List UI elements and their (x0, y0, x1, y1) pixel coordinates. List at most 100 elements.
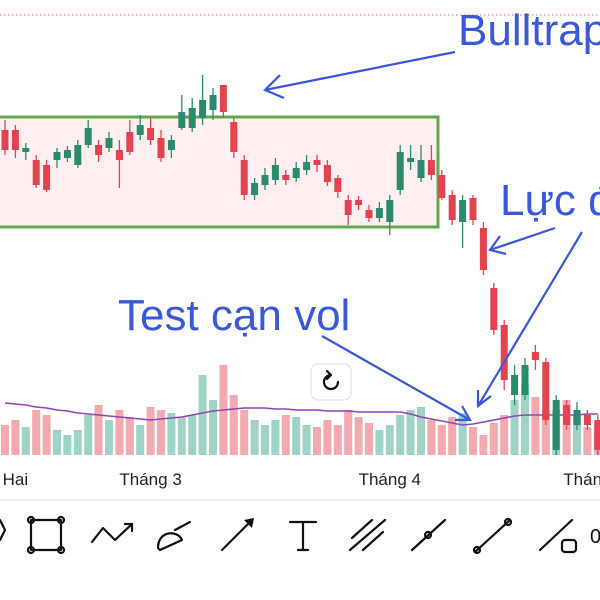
volume-bar (344, 410, 353, 455)
volume-bar (146, 407, 155, 455)
toolbar: 0 (0, 515, 600, 555)
candle-body (22, 148, 30, 152)
brush-tool[interactable] (156, 520, 192, 552)
volume-bar (73, 430, 82, 455)
x-tick-label: Hai (3, 470, 29, 489)
volume-bar (573, 415, 581, 455)
tool-icon[interactable] (0, 518, 7, 542)
volume-bar (479, 435, 488, 455)
volume-bar (271, 420, 280, 455)
volume-bar (281, 415, 290, 455)
handle[interactable] (423, 530, 433, 540)
candle-body (490, 288, 498, 330)
text-tool[interactable] (288, 520, 318, 552)
candle-body (199, 100, 207, 118)
candle-body (375, 208, 383, 218)
candle-body (95, 145, 103, 155)
candle-body (365, 210, 373, 218)
volume-bar (105, 420, 113, 455)
arrow-tool[interactable] (220, 520, 252, 552)
candle-body (63, 150, 71, 158)
volume-bar (42, 415, 51, 455)
annotation: Test cạn vol (118, 291, 350, 340)
volume-bar (313, 427, 321, 455)
candle-body (427, 160, 435, 175)
handle[interactable] (472, 545, 482, 555)
button-bg[interactable] (310, 363, 352, 401)
candle-body (323, 165, 331, 182)
candle-body (334, 178, 342, 192)
candle-body (448, 195, 456, 220)
volume-bar (406, 410, 415, 455)
candle-body (188, 108, 196, 128)
toolbar-label: 0 (590, 526, 600, 548)
candle-body (219, 85, 227, 112)
candle-body (355, 200, 363, 205)
path-tool[interactable] (90, 522, 134, 544)
volume-bar (458, 413, 467, 455)
volume-bar (53, 430, 61, 455)
candle-body (531, 352, 539, 360)
volume-bar (63, 435, 72, 455)
candle-body (511, 375, 519, 395)
channel-tool[interactable] (348, 518, 387, 552)
candle-body (386, 200, 394, 222)
candle-body (147, 128, 155, 140)
reset-button[interactable] (310, 363, 352, 401)
candle-body (1, 130, 9, 150)
line-tool[interactable] (473, 518, 512, 554)
rect-tool[interactable] (26, 515, 66, 555)
volume-bar (94, 405, 103, 455)
volume-bar (375, 430, 384, 455)
arrow (476, 231, 583, 409)
volume-bar (427, 420, 436, 455)
candle-body (136, 125, 144, 135)
volume-bar (396, 415, 405, 455)
volume-bar (11, 420, 20, 455)
candle-body (178, 112, 186, 128)
volume-bar (333, 425, 342, 455)
x-tick-label: Tháng 3 (119, 470, 181, 489)
candle-body (271, 165, 279, 180)
candle-body (303, 162, 311, 170)
volume-bar (32, 410, 41, 455)
measure-tool[interactable] (538, 518, 574, 552)
volume-bar (448, 417, 457, 455)
ray-tool[interactable] (410, 518, 447, 552)
candle-body (32, 160, 40, 185)
reset-icon[interactable] (322, 369, 340, 391)
candle-body (583, 415, 591, 425)
candle-body (552, 400, 560, 450)
candle-body (344, 200, 352, 215)
candle-body (542, 362, 550, 420)
volume-bar (209, 400, 217, 455)
candle-body (313, 160, 321, 165)
volume-bar (385, 425, 394, 455)
arrow-tool-head[interactable] (244, 518, 254, 528)
annotation: Lực đ (500, 176, 600, 225)
volume-bar (292, 417, 301, 455)
annotation: Bulltrap (458, 6, 600, 55)
handle[interactable] (503, 517, 513, 527)
candle-body (594, 420, 600, 450)
volume-bar (302, 425, 311, 455)
volume-bar (261, 425, 269, 455)
arrow (263, 50, 456, 100)
volume-bar (541, 410, 550, 455)
x-tick-label: Tháng 4 (359, 470, 421, 489)
volume-bar (521, 385, 529, 455)
candle-body (126, 132, 134, 152)
candle-body (407, 158, 415, 162)
volume-bar (21, 427, 30, 455)
volume-bar (510, 400, 519, 455)
arrow (488, 226, 556, 256)
candle-body (563, 405, 571, 425)
candle-body (53, 152, 61, 160)
candle-body (74, 145, 82, 165)
volume-bar (531, 397, 540, 455)
volume-bar (469, 427, 477, 455)
volume-bar (157, 410, 165, 455)
volume-bar (250, 420, 259, 455)
handle[interactable] (560, 538, 578, 554)
candle-body (521, 365, 529, 395)
